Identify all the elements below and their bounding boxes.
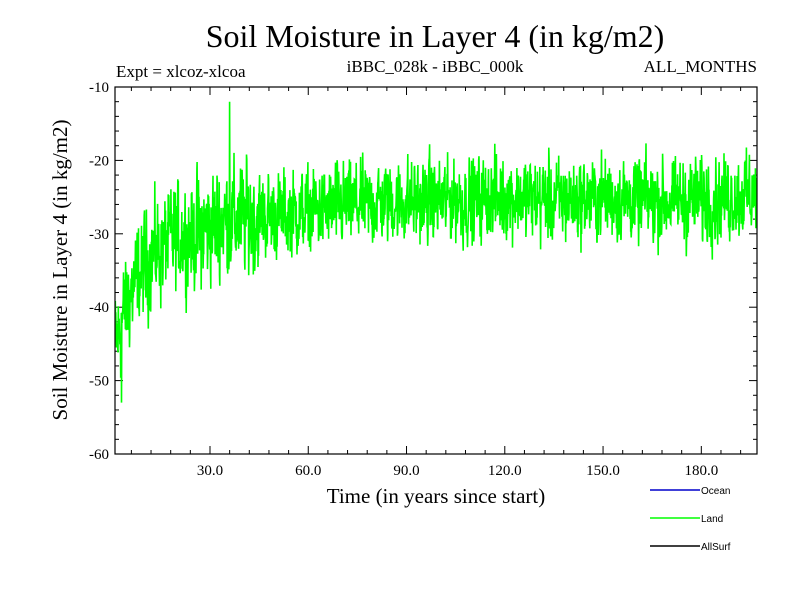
legend-label-land: Land [701,514,723,525]
x-tick-label: 60.0 [295,463,321,479]
x-axis-label: Time (in years since start) [327,484,546,508]
plot-frame [114,86,758,455]
experiment-label: Expt = xlcoz-xlcoa [116,62,246,81]
legend-label-allsurf: AllSurf [701,542,731,553]
chart-title: Soil Moisture in Layer 4 (in kg/m2) [206,18,665,54]
x-tick-label: 180.0 [684,463,718,479]
y-tick-label: -10 [89,80,109,96]
y-tick-label: -40 [89,300,109,316]
y-tick-label: -50 [89,374,109,390]
y-tick-labels: -10 -20 -30 -40 -50 -60 [89,80,109,463]
x-tick-label: 120.0 [488,463,522,479]
land-series-line [115,101,757,403]
y-tick-label: -20 [89,153,109,169]
x-tick-label: 150.0 [586,463,620,479]
x-tick-labels: 30.0 60.0 90.0 120.0 150.0 180.0 [197,463,718,479]
x-tick-label: 90.0 [393,463,419,479]
comparison-label: iBBC_028k - iBBC_000k [347,57,524,76]
legend: Ocean Land AllSurf [650,486,731,553]
y-tick-label: -60 [89,447,109,463]
months-label: ALL_MONTHS [644,57,757,76]
y-axis-label: Soil Moisture in Layer 4 (in kg/m2) [48,120,72,421]
legend-label-ocean: Ocean [701,486,730,497]
x-minor-ticks [130,87,742,454]
y-tick-label: -30 [89,227,109,243]
x-tick-label: 30.0 [197,463,223,479]
